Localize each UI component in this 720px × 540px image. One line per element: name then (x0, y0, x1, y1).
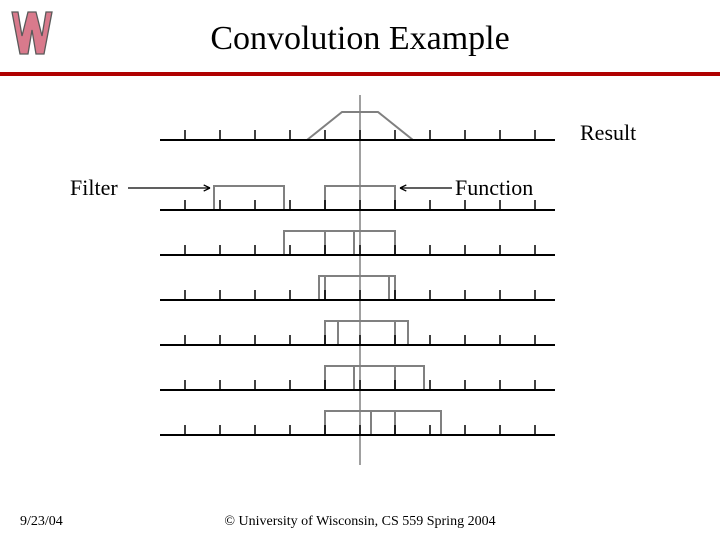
diagram-canvas: Result Filter Function (0, 80, 720, 500)
slide-title: Convolution Example (0, 20, 720, 58)
label-function: Function (455, 175, 533, 201)
title-underline (0, 72, 720, 76)
label-result: Result (580, 120, 636, 146)
footer-copyright: © University of Wisconsin, CS 559 Spring… (0, 514, 720, 530)
label-filter: Filter (70, 175, 118, 201)
